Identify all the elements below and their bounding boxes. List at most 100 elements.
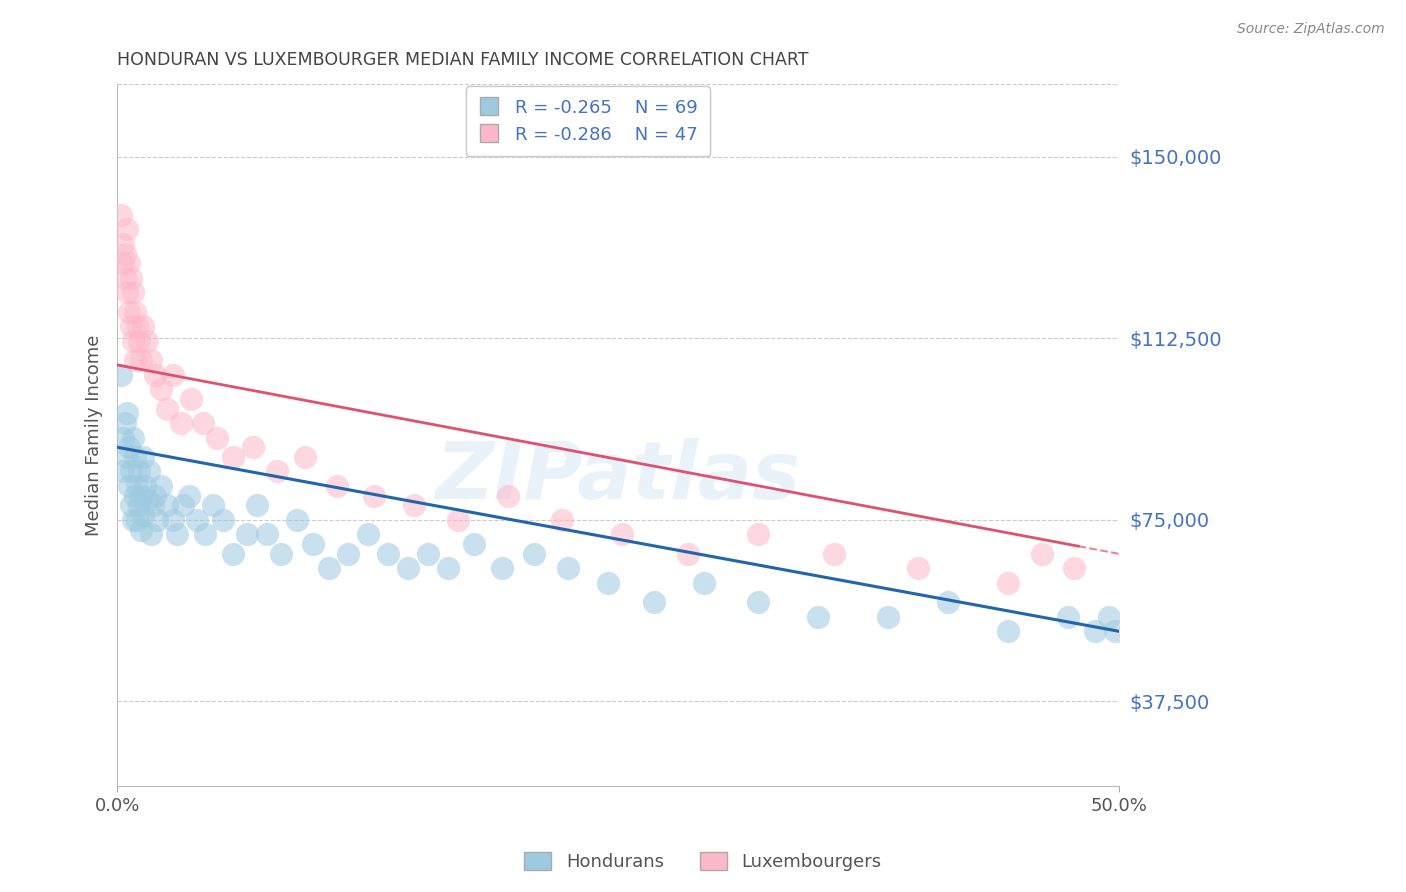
- Point: [150, 382, 173, 396]
- Point: [363, 489, 385, 503]
- Point: [256, 527, 278, 541]
- Point: [129, 353, 152, 368]
- Point: [124, 304, 146, 318]
- Point: [463, 537, 485, 551]
- Point: [270, 547, 292, 561]
- Point: [336, 547, 359, 561]
- Point: [120, 270, 142, 285]
- Point: [118, 440, 141, 454]
- Point: [202, 499, 225, 513]
- Point: [693, 575, 716, 590]
- Point: [997, 624, 1019, 639]
- Point: [172, 499, 194, 513]
- Point: [266, 465, 288, 479]
- Text: Source: ZipAtlas.com: Source: ZipAtlas.com: [1237, 22, 1385, 37]
- Point: [132, 450, 155, 464]
- Point: [112, 431, 135, 445]
- Point: [146, 513, 169, 527]
- Point: [643, 595, 665, 609]
- Point: [115, 285, 138, 300]
- Point: [207, 431, 229, 445]
- Point: [551, 513, 574, 527]
- Point: [124, 489, 146, 503]
- Point: [807, 609, 830, 624]
- Point: [326, 479, 349, 493]
- Point: [610, 527, 633, 541]
- Point: [138, 465, 160, 479]
- Point: [115, 406, 138, 420]
- Point: [356, 527, 378, 541]
- Point: [120, 319, 142, 334]
- Point: [122, 285, 145, 300]
- Point: [318, 561, 340, 575]
- Point: [193, 416, 215, 430]
- Point: [127, 513, 149, 527]
- Point: [212, 513, 235, 527]
- Point: [1097, 609, 1119, 624]
- Point: [377, 547, 399, 561]
- Point: [124, 353, 146, 368]
- Point: [120, 499, 142, 513]
- Point: [436, 561, 458, 575]
- Point: [122, 431, 145, 445]
- Point: [156, 401, 179, 416]
- Point: [127, 479, 149, 493]
- Point: [416, 547, 439, 561]
- Point: [118, 479, 141, 493]
- Point: [118, 304, 141, 318]
- Point: [150, 479, 173, 493]
- Point: [136, 334, 159, 348]
- Point: [115, 450, 138, 464]
- Point: [127, 319, 149, 334]
- Point: [186, 513, 208, 527]
- Point: [124, 450, 146, 464]
- Point: [1057, 609, 1080, 624]
- Point: [142, 499, 165, 513]
- Y-axis label: Median Family Income: Median Family Income: [86, 334, 103, 536]
- Point: [128, 499, 150, 513]
- Point: [112, 236, 135, 251]
- Point: [162, 513, 184, 527]
- Point: [122, 513, 145, 527]
- Point: [496, 489, 519, 503]
- Point: [491, 561, 513, 575]
- Point: [132, 319, 155, 334]
- Point: [747, 595, 769, 609]
- Point: [166, 527, 188, 541]
- Point: [120, 465, 142, 479]
- Point: [179, 489, 201, 503]
- Point: [156, 499, 179, 513]
- Point: [1104, 624, 1126, 639]
- Point: [129, 489, 152, 503]
- Point: [596, 575, 619, 590]
- Legend: Hondurans, Luxembourgers: Hondurans, Luxembourgers: [517, 845, 889, 879]
- Point: [1063, 561, 1085, 575]
- Point: [823, 547, 845, 561]
- Point: [118, 256, 141, 270]
- Point: [162, 368, 184, 382]
- Legend: R = -0.265    N = 69, R = -0.286    N = 47: R = -0.265 N = 69, R = -0.286 N = 47: [465, 87, 710, 156]
- Point: [396, 561, 419, 575]
- Point: [114, 416, 136, 430]
- Point: [115, 222, 138, 236]
- Point: [136, 493, 159, 508]
- Point: [128, 334, 150, 348]
- Point: [246, 499, 269, 513]
- Point: [446, 513, 468, 527]
- Point: [676, 547, 699, 561]
- Point: [112, 256, 135, 270]
- Point: [132, 508, 155, 522]
- Point: [294, 450, 316, 464]
- Point: [194, 527, 217, 541]
- Point: [877, 609, 900, 624]
- Point: [1031, 547, 1053, 561]
- Point: [287, 513, 309, 527]
- Point: [936, 595, 959, 609]
- Point: [180, 392, 202, 406]
- Point: [129, 523, 152, 537]
- Point: [141, 353, 163, 368]
- Point: [122, 334, 145, 348]
- Text: HONDURAN VS LUXEMBOURGER MEDIAN FAMILY INCOME CORRELATION CHART: HONDURAN VS LUXEMBOURGER MEDIAN FAMILY I…: [117, 51, 808, 69]
- Point: [114, 270, 136, 285]
- Point: [170, 416, 193, 430]
